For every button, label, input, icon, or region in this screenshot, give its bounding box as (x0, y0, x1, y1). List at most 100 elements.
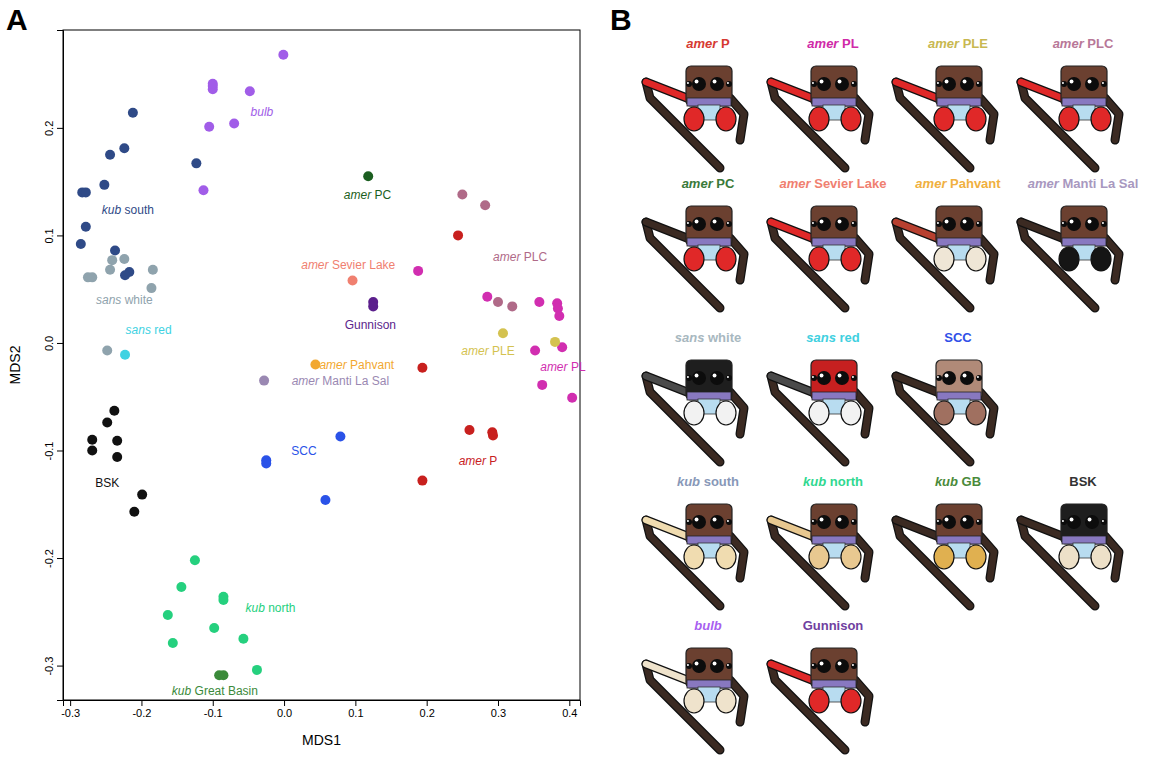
head (936, 66, 982, 106)
x-tick: 0.2 (420, 700, 435, 719)
eye (976, 519, 982, 525)
spider-label: amer PL (807, 36, 858, 51)
eye (942, 77, 956, 91)
palp (841, 545, 861, 569)
eye (726, 375, 732, 381)
label-rest: PC (713, 176, 735, 191)
point (537, 380, 547, 390)
label-rest: red (836, 330, 860, 345)
figure: A-0.3-0.2-0.10.00.10.20.30.4-0.3-0.2-0.1… (0, 0, 1171, 759)
x-axis: -0.3-0.2-0.10.00.10.20.30.4 (61, 700, 580, 719)
panel-letter: B (610, 3, 632, 36)
eye-shine (812, 82, 814, 84)
point (102, 345, 112, 355)
x-tick-label: 0.1 (348, 707, 363, 719)
x-tick: 0.1 (348, 700, 363, 719)
x-tick-label: 0.0 (277, 707, 292, 719)
palp (934, 107, 954, 131)
eye-shine (852, 82, 854, 84)
point (87, 435, 97, 445)
point (453, 230, 463, 240)
label-italic: kub (803, 474, 826, 489)
x-tick-mark (498, 700, 499, 706)
point (567, 393, 577, 403)
eye-shine (820, 662, 824, 666)
leg (896, 82, 942, 100)
spider: amer PLC (1021, 36, 1119, 168)
point (112, 452, 122, 462)
point (120, 270, 130, 280)
label-italic: amer (807, 36, 839, 51)
palp (809, 545, 829, 569)
eye-shine (1062, 520, 1064, 522)
eye-shine (1070, 220, 1074, 224)
spider: amer PL (771, 36, 869, 168)
point (87, 272, 97, 282)
label-italic: amer (1028, 176, 1060, 191)
point (81, 222, 91, 232)
x-tick-label: -0.2 (132, 707, 151, 719)
eye (942, 371, 956, 385)
eye (835, 659, 849, 673)
label-italic: amer (686, 36, 718, 51)
label-rest: white (704, 330, 741, 345)
eye (686, 375, 692, 381)
series (259, 376, 269, 386)
palp (716, 545, 736, 569)
series-label: amer Manti La Sal (292, 374, 389, 388)
leg (646, 82, 692, 100)
label-italic: kub (935, 474, 958, 489)
spider-label: amer P (686, 36, 730, 51)
eye (692, 77, 706, 91)
point (176, 582, 186, 592)
eye-shine (937, 222, 939, 224)
y-tick-label: -0.3 (43, 657, 55, 676)
leg-outline (771, 664, 817, 682)
eye-shine (687, 82, 689, 84)
point (554, 311, 564, 321)
eye-shine (727, 520, 729, 522)
eye-shine (838, 518, 842, 522)
palp (841, 689, 861, 713)
point (102, 418, 112, 428)
eye (1067, 77, 1081, 91)
x-tick-label: 0.4 (562, 707, 577, 719)
leg-outline (646, 376, 692, 394)
eye (1067, 217, 1081, 231)
point (320, 495, 330, 505)
series-label: amer Sevier Lake (301, 258, 395, 272)
series-label: SCC (291, 444, 317, 458)
label-italic: amer (292, 374, 320, 388)
eye (936, 221, 942, 227)
eye (726, 519, 732, 525)
eye (692, 371, 706, 385)
palp (841, 401, 861, 425)
label-rest: Sevier Lake (329, 258, 396, 272)
x-tick: 0.0 (277, 700, 292, 719)
point (488, 430, 498, 440)
eye-shine (1070, 518, 1074, 522)
eye (1101, 81, 1107, 87)
head (811, 648, 857, 688)
eye (692, 515, 706, 529)
point (208, 79, 218, 89)
palp (684, 689, 704, 713)
label-italic: amer (915, 176, 947, 191)
spider-label: amer Pahvant (915, 176, 1001, 191)
leg (646, 376, 692, 394)
eye (960, 77, 974, 91)
eye-shine (963, 374, 967, 378)
y-tick-mark (57, 558, 63, 559)
palp (934, 545, 954, 569)
y-tick-mark (57, 235, 63, 236)
eye (851, 519, 857, 525)
leg (1021, 82, 1067, 100)
point (163, 610, 173, 620)
label-italic: sans (675, 330, 705, 345)
eye (686, 221, 692, 227)
point (76, 239, 86, 249)
point (457, 190, 467, 200)
head (811, 360, 857, 400)
eye (960, 515, 974, 529)
eye (710, 515, 724, 529)
